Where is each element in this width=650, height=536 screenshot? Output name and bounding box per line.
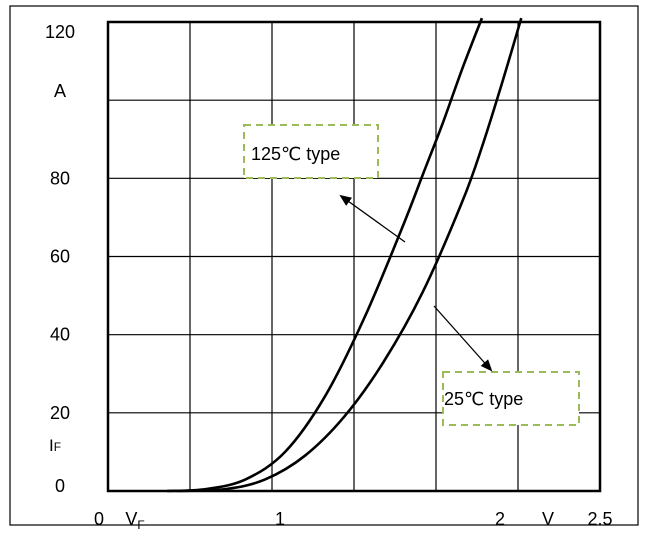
annotations: 125℃ type 25℃ type <box>243 124 580 426</box>
annotation-box <box>243 124 379 179</box>
curves <box>166 17 523 493</box>
annotation-arrow <box>339 194 406 243</box>
x-tick-label: 2 <box>495 509 505 529</box>
y-tick-label: 80 <box>50 168 70 188</box>
y-tick-label: 0 <box>55 476 65 496</box>
y-tick-label: 20 <box>50 403 70 423</box>
x-tick-label: 1 <box>275 509 285 529</box>
annotation-box <box>442 371 580 426</box>
outer-frame <box>9 5 639 526</box>
y-tick-label: 40 <box>50 325 70 345</box>
x-axis-unit: V <box>542 509 554 529</box>
plot-border <box>106 20 602 493</box>
x-tick-label: 0 <box>94 509 104 529</box>
y-tick-label: 120 <box>45 22 75 42</box>
annotation-label: 125℃ type <box>251 144 340 164</box>
y-axis-label: IF <box>49 436 61 455</box>
x-axis-label: VF <box>125 509 144 531</box>
tick-labels: 0 1 2 2.5 0 20 40 60 80 120 <box>45 22 613 529</box>
series-line-1 <box>176 17 523 493</box>
annotation-arrow <box>433 305 493 372</box>
series-line-0 <box>166 17 484 493</box>
annotation-label: 25℃ type <box>444 389 523 409</box>
y-axis-unit: A <box>54 81 66 101</box>
x-tick-label: 2.5 <box>587 509 612 529</box>
y-tick-label: 60 <box>50 247 70 267</box>
